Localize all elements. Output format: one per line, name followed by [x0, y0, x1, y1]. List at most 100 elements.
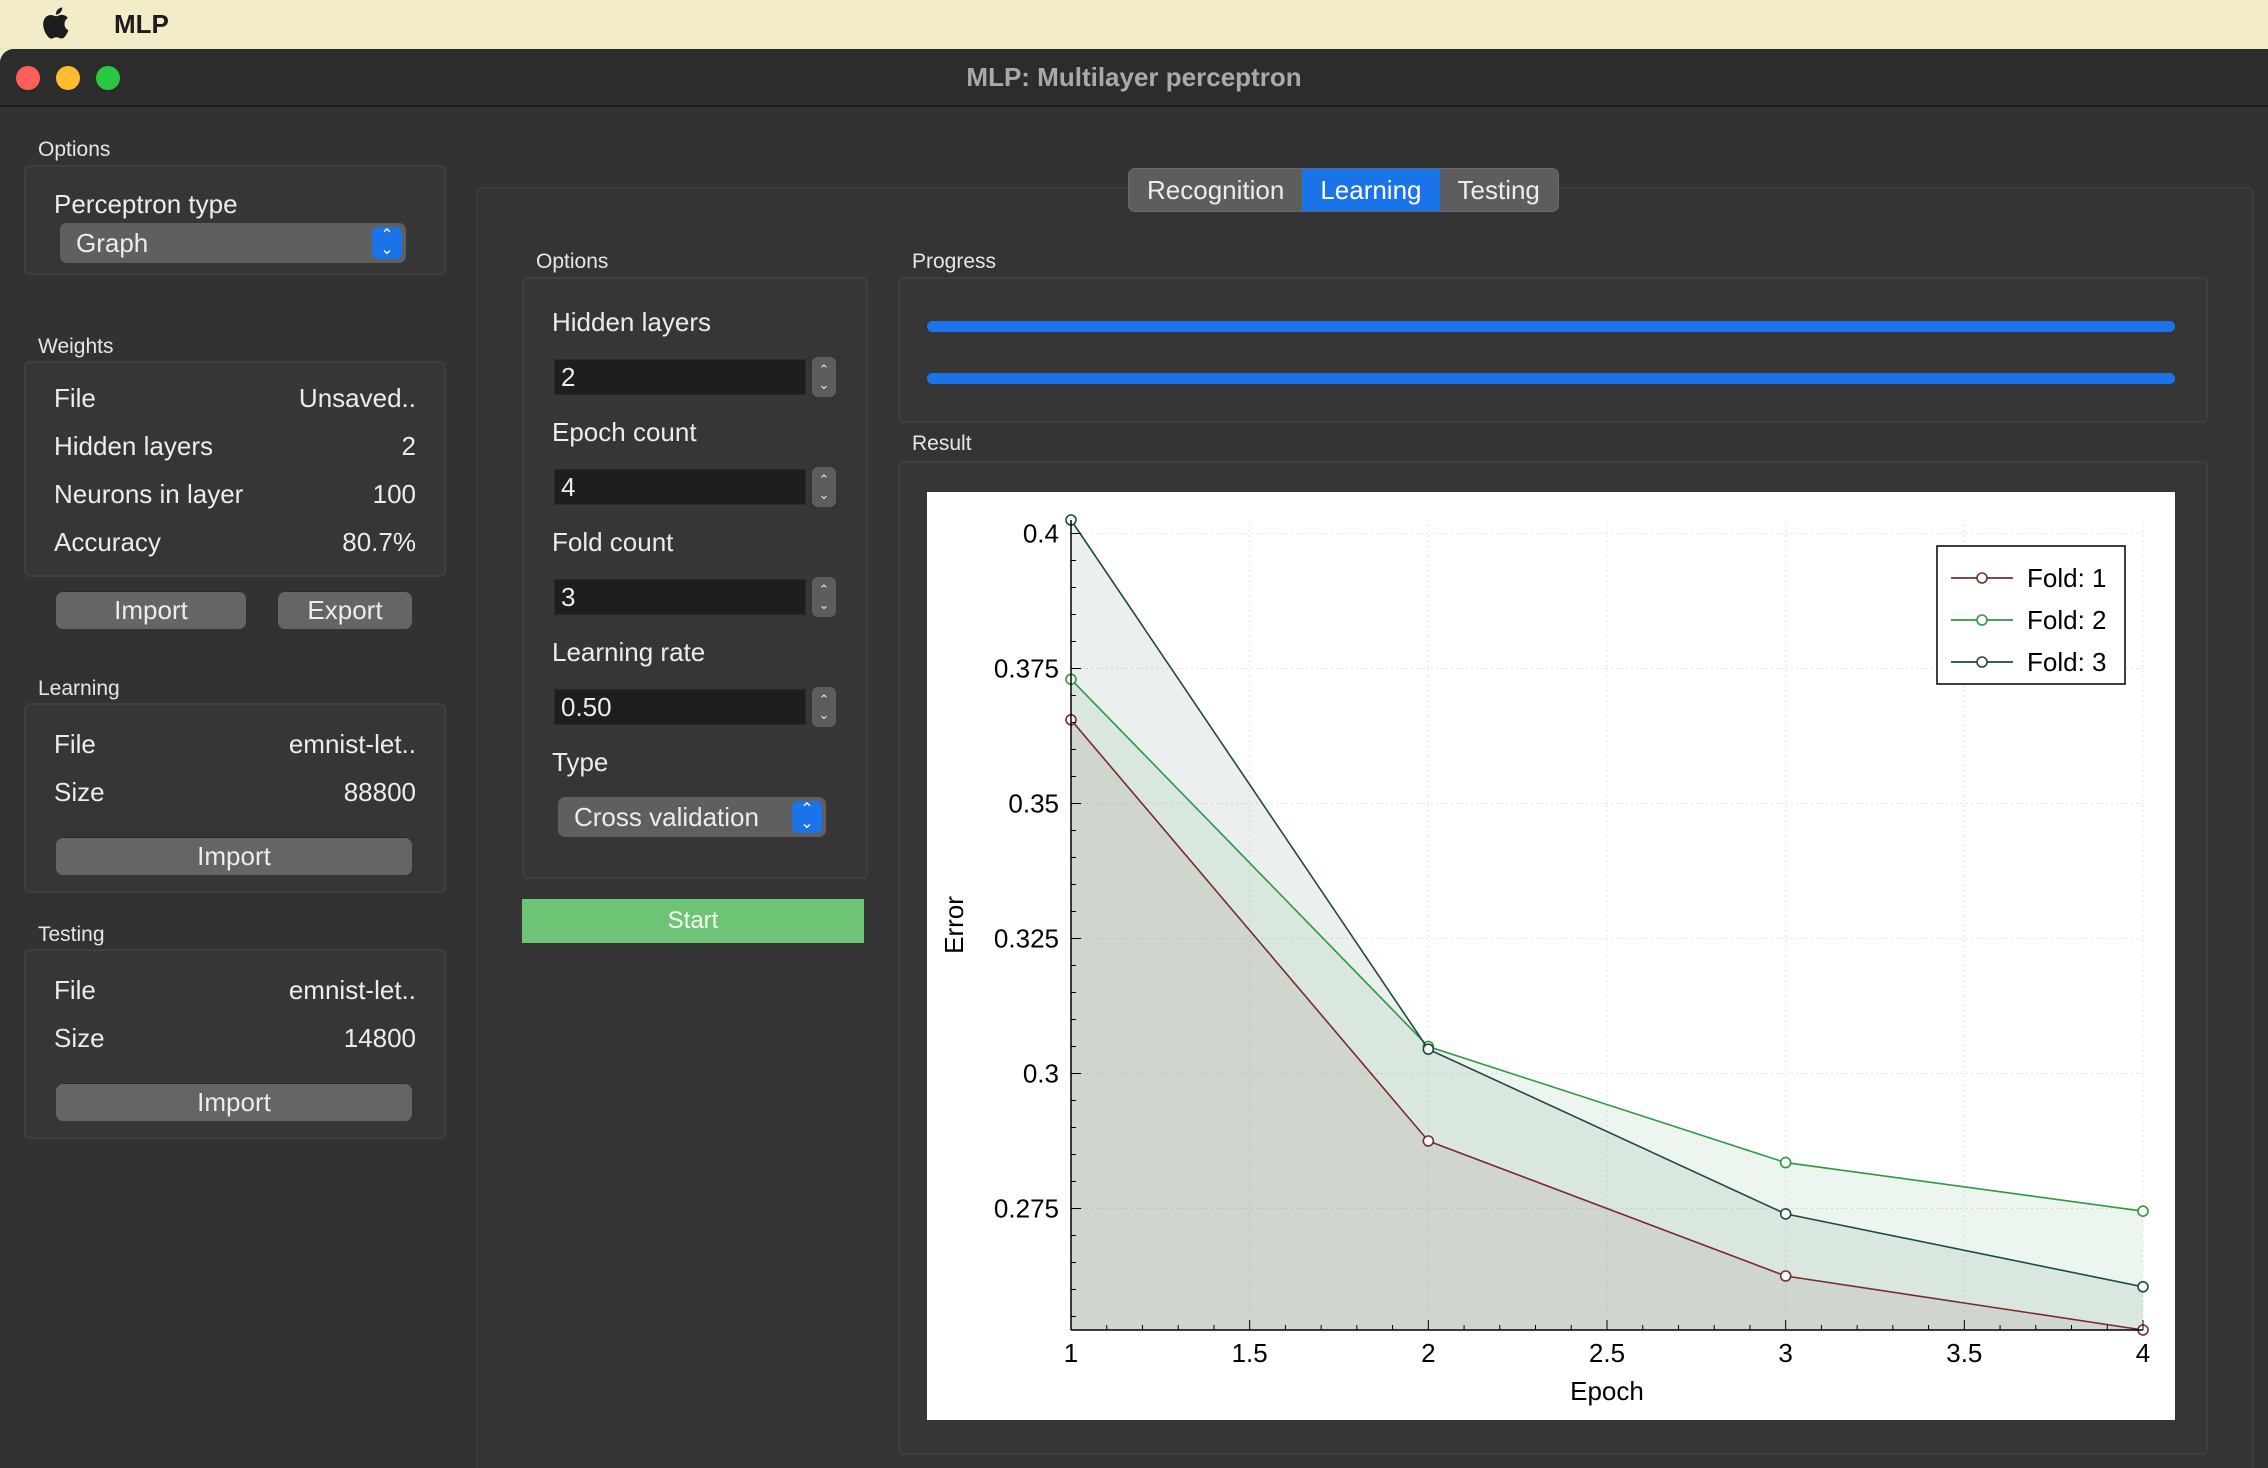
testing-group-label: Testing: [38, 923, 105, 946]
chevron-up-down-icon: ⌃ ⌄: [372, 227, 402, 259]
error-chart-svg: 1 1.5 2 2.5 3 3.5 4 0.4 0.375 0.35 0.325 0.3 0.275 Ep…: [939, 514, 2150, 1406]
start-button[interactable]: Start: [522, 899, 864, 943]
progress-bar-epoch: [927, 321, 2175, 332]
chevron-up-icon: ⌃: [818, 472, 830, 487]
result-group-label: Result: [912, 432, 972, 455]
x-axis-label: Epoch: [1570, 1376, 1644, 1406]
data-point: [1779, 1208, 1792, 1220]
chevron-down-icon: ⌄: [818, 707, 830, 722]
series-area: [1071, 520, 2143, 1330]
epoch-count-stepper[interactable]: ⌃ ⌄: [812, 467, 836, 507]
x-tick-label: 4: [2136, 1338, 2150, 1368]
learning-size-value: 88800: [343, 777, 416, 807]
legend-marker: [1976, 656, 1988, 668]
window-title: MLP: Multilayer perceptron: [966, 62, 1302, 92]
learning-type-value: Cross validation: [574, 801, 759, 832]
data-point: [1779, 1156, 1792, 1169]
weights-group: File Unsaved.. Hidden layers 2 Neurons i…: [24, 361, 446, 577]
testing-file-label: File: [54, 975, 96, 1005]
weights-accuracy-value: 80.7%: [342, 527, 416, 557]
hidden-layers-input[interactable]: 2: [554, 359, 806, 395]
menu-bar: MLP: [0, 0, 2268, 47]
y-tick-label: 0.275: [994, 1194, 1059, 1224]
y-tick-label: 0.4: [1023, 519, 1059, 549]
perceptron-type-select[interactable]: Graph ⌃ ⌄: [60, 223, 406, 263]
weights-file-value: Unsaved..: [298, 383, 416, 413]
epoch-count-label: Epoch count: [552, 417, 697, 447]
legend-marker: [1976, 572, 1988, 584]
legend-box: [1936, 545, 2126, 685]
legend-label: Fold: 2: [2027, 605, 2107, 635]
type-label: Type: [552, 747, 609, 777]
weights-neurons-label: Neurons in layer: [54, 479, 244, 509]
learning-rate-input[interactable]: 0.50: [554, 689, 806, 725]
y-axis-label: Error: [939, 896, 969, 954]
app-window: MLP: Multilayer perceptron Options Perce…: [0, 49, 2268, 1468]
progress-fill-epoch: [927, 321, 2175, 332]
testing-import-button[interactable]: Import: [56, 1083, 412, 1121]
data-point: [1422, 1043, 1435, 1056]
weights-import-button[interactable]: Import: [56, 591, 246, 629]
tab-testing[interactable]: Testing: [1457, 174, 1540, 205]
title-bar: MLP: Multilayer perceptron: [0, 49, 2268, 107]
fold-count-input[interactable]: 3: [554, 579, 806, 615]
series-line: [1070, 678, 2144, 1212]
progress-group-label: Progress: [912, 250, 997, 273]
zoom-window-button[interactable]: [96, 66, 120, 90]
learning-type-select[interactable]: Cross validation ⌃ ⌄: [558, 797, 826, 837]
learning-size-label: Size: [54, 777, 105, 807]
tab-recognition[interactable]: Recognition: [1147, 174, 1285, 205]
weights-file-label: File: [54, 383, 96, 413]
tab-learning[interactable]: Learning: [1302, 169, 1440, 211]
series-area: [1071, 679, 2143, 1330]
perceptron-type-label: Perceptron type: [54, 189, 238, 219]
series-area: [1071, 719, 2143, 1330]
chevron-up-icon: ⌃: [818, 582, 830, 597]
learning-rate-label: Learning rate: [552, 637, 706, 667]
menubar-app-name[interactable]: MLP: [114, 9, 169, 39]
minimize-window-button[interactable]: [56, 66, 80, 90]
progress-fill-total: [927, 373, 2175, 384]
data-point: [1779, 1270, 1792, 1282]
learning-file-value: emnist-let..: [288, 729, 416, 759]
chevron-up-icon: ⌃: [818, 692, 830, 707]
x-tick-label: 1: [1064, 1338, 1078, 1368]
epoch-count-input[interactable]: 4: [554, 469, 806, 505]
testing-file-value: emnist-let..: [288, 975, 416, 1005]
progress-bar-total: [927, 373, 2175, 384]
fold-count-stepper[interactable]: ⌃ ⌄: [812, 577, 836, 617]
legend-label: Fold: 1: [2027, 563, 2107, 593]
apple-menu-icon[interactable]: [42, 6, 72, 40]
testing-size-value: 14800: [343, 1023, 416, 1053]
weights-accuracy-label: Accuracy: [54, 527, 161, 557]
x-tick-label: 2: [1421, 1338, 1435, 1368]
result-chart: 1 1.5 2 2.5 3 3.5 4 0.4 0.375 0.35 0.325 0.3 0.275 Ep…: [927, 492, 2175, 1420]
progress-group: [898, 277, 2208, 423]
data-point: [1422, 1135, 1435, 1147]
x-tick-label: 1.5: [1232, 1338, 1268, 1368]
options-group-label: Options: [38, 138, 111, 161]
weights-export-button[interactable]: Export: [278, 591, 412, 629]
hidden-layers-stepper[interactable]: ⌃ ⌄: [812, 357, 836, 397]
learning-options-group-label: Options: [536, 250, 609, 273]
learning-import-button[interactable]: Import: [56, 837, 412, 875]
chevron-up-down-icon: ⌃ ⌄: [792, 801, 822, 833]
learning-options-group: Hidden layers 2 ⌃ ⌄ Epoch count 4 ⌃ ⌄ Fold…: [522, 277, 868, 879]
hidden-layers-label: Hidden layers: [552, 307, 711, 337]
legend-label: Fold: 3: [2027, 647, 2107, 677]
chevron-down-icon: ⌄: [818, 377, 830, 392]
x-tick-label: 2.5: [1589, 1338, 1625, 1368]
chevron-down-icon: ⌄: [818, 487, 830, 502]
learning-file-label: File: [54, 729, 96, 759]
series-line: [1070, 519, 2144, 1288]
y-tick-label: 0.325: [994, 924, 1059, 954]
series-line: [1070, 719, 2144, 1331]
chevron-down-icon: ⌄: [818, 597, 830, 612]
learning-rate-stepper[interactable]: ⌃ ⌄: [812, 687, 836, 727]
weights-hidden-layers-label: Hidden layers: [54, 431, 213, 461]
legend-marker: [1976, 614, 1988, 626]
options-group: Perceptron type Graph ⌃ ⌄: [24, 165, 446, 275]
close-window-button[interactable]: [16, 66, 40, 90]
y-tick-label: 0.375: [994, 654, 1059, 684]
learning-group-label: Learning: [38, 677, 120, 700]
